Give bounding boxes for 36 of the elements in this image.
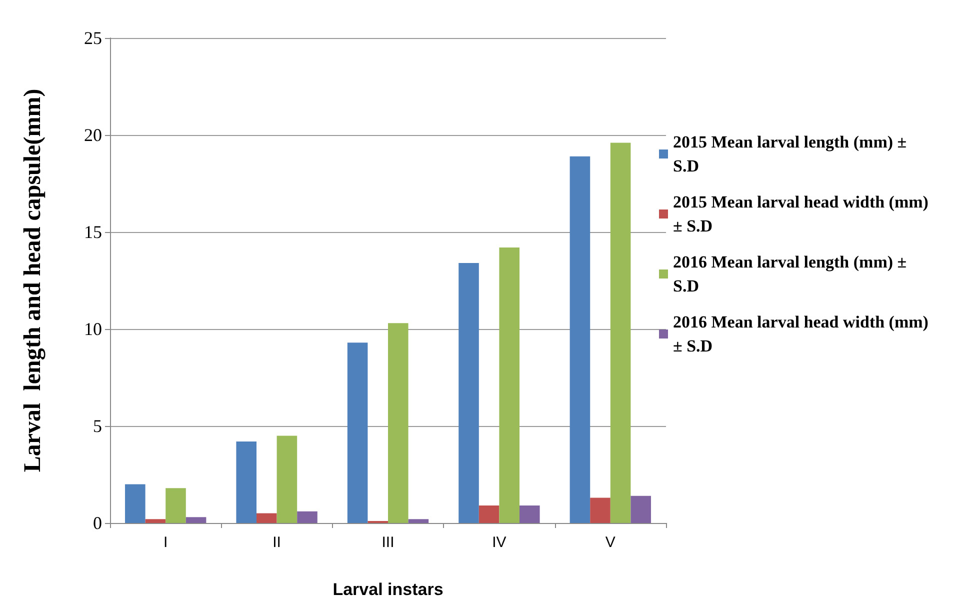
bar	[570, 156, 590, 523]
bar	[297, 511, 318, 523]
y-tick-label: 20	[84, 125, 102, 145]
bar	[145, 519, 166, 523]
bar	[519, 506, 540, 523]
bar	[276, 436, 298, 523]
bar	[478, 506, 500, 523]
x-tick-label: II	[272, 534, 281, 551]
x-axis-title: Larval instars	[332, 580, 444, 599]
bar	[186, 517, 206, 523]
y-tick-label: 0	[93, 513, 102, 533]
bar	[347, 342, 368, 523]
bar	[408, 519, 429, 523]
bar	[610, 142, 631, 523]
y-tick-label: 10	[84, 319, 102, 339]
bar	[590, 498, 610, 523]
legend-label: 2015 Mean larval length (mm) ± S.D	[673, 132, 911, 176]
y-axis-title: Larval length and head capsule(mm)	[20, 88, 46, 472]
x-tick-label: I	[164, 534, 168, 551]
bar	[166, 488, 186, 523]
x-tick-label: V	[605, 534, 616, 551]
legend-label: 2016 Mean larval head width (mm) ± S.D	[673, 312, 933, 356]
legend-label: 2015 Mean larval head width (mm) ± S.D	[673, 192, 933, 236]
y-tick-label: 15	[84, 222, 102, 242]
bar	[630, 496, 651, 523]
y-tick-label: 5	[93, 416, 102, 436]
bar	[256, 513, 277, 523]
bar	[388, 323, 408, 523]
bar	[458, 263, 479, 523]
bar	[125, 484, 146, 523]
bar	[236, 442, 257, 523]
legend-label: 2016 Mean larval length (mm) ± S.D	[673, 252, 911, 296]
x-tick-label: III	[382, 534, 394, 551]
bar	[499, 248, 520, 523]
y-tick-label: 25	[84, 28, 102, 48]
x-tick-label: IV	[492, 534, 506, 551]
